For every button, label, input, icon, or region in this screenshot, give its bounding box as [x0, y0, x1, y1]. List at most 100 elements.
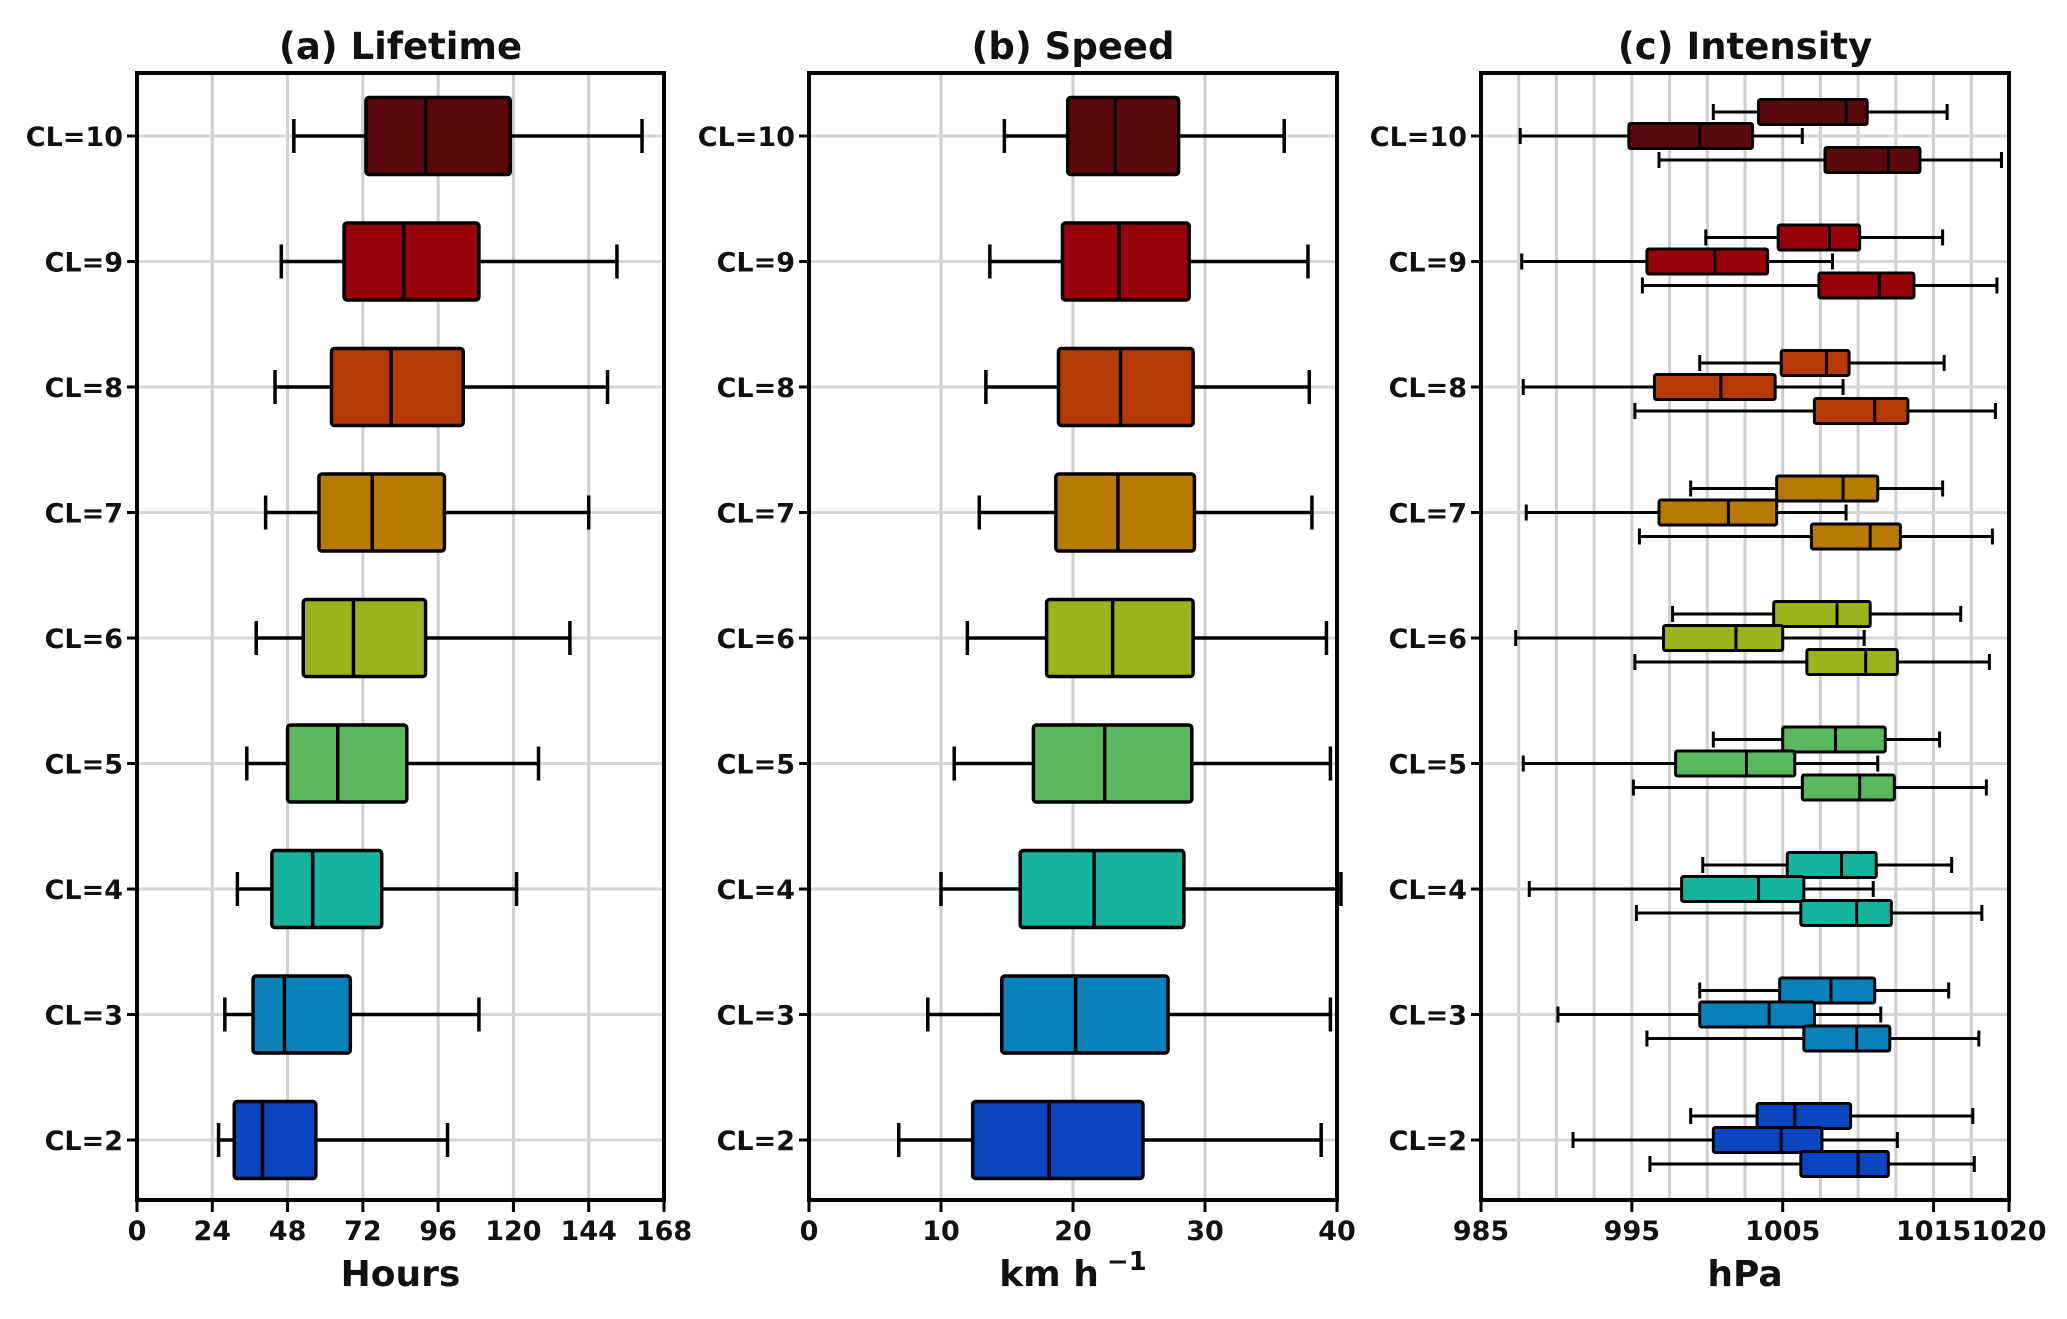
p0-iqr-2-s0 [329, 346, 465, 428]
p2-category-label-6: CL=4 [1389, 875, 1467, 906]
p2-box-0-s2 [1657, 146, 2003, 174]
p0-xtick-label-3: 72 [344, 1216, 382, 1247]
panel-speed: 0 10 20 30 40 CL=10 CL=9 CL=8 CL=7 CL=6 CL=5 CL=4 CL… [698, 25, 1356, 1295]
p1-xtick-label-4: 40 [1318, 1216, 1356, 1247]
p2-box-5-s2 [1631, 773, 1988, 802]
p0-iqr-4-s0 [301, 597, 428, 679]
p0-box-1-s0 [279, 221, 619, 302]
p2-iqr-3-s1 [1657, 498, 1779, 527]
p2-category-label-2: CL=8 [1389, 373, 1467, 404]
p0-xtick-label-1: 24 [193, 1216, 231, 1247]
p2-iqr-7-s0 [1778, 976, 1877, 1005]
p0-box-3-s0 [263, 472, 591, 553]
p1-iqr-0-s0 [1065, 95, 1181, 177]
p2-box-6-s1 [1527, 875, 1875, 903]
p2-iqr-6-s2 [1799, 899, 1893, 927]
p0-xtick-label-2: 48 [269, 1216, 307, 1247]
p0-xtick-label-6: 144 [561, 1216, 617, 1247]
p2-iqr-0-s1 [1627, 122, 1755, 150]
p1-xtick-label-3: 30 [1186, 1216, 1224, 1247]
p0-box-5-s0 [245, 723, 541, 804]
p1-iqr-7-s0 [999, 974, 1170, 1055]
p0-category-label-2: CL=8 [45, 373, 123, 404]
p2-category-label-1: CL=9 [1389, 248, 1467, 279]
p2-category-label-5: CL=5 [1389, 750, 1467, 781]
p2-iqr-3-s2 [1809, 522, 1902, 551]
p1-category-label-2: CL=8 [717, 373, 795, 404]
p0-box-0-s0 [292, 95, 644, 177]
p2-category-label-8: CL=2 [1389, 1126, 1467, 1157]
p1-category-label-7: CL=3 [717, 1001, 795, 1032]
p2-xtick-label-3: 1015 [1896, 1216, 1971, 1247]
p2-iqr-2-s0 [1779, 349, 1851, 377]
p2-xtick-label-2: 1005 [1745, 1216, 1820, 1247]
p0-box-7-s0 [223, 974, 481, 1055]
p1-iqr-6-s0 [1018, 848, 1186, 930]
p0-title: (a) Lifetime [279, 25, 522, 68]
p1-category-label-5: CL=5 [717, 750, 795, 781]
p0-xlabel: Hours [341, 1254, 461, 1295]
p0-category-label-0: CL=10 [26, 122, 123, 153]
p1-category-label-0: CL=10 [698, 122, 795, 153]
p2-title: (c) Intensity [1618, 25, 1872, 68]
p1-xlabel: km h −1 [999, 1247, 1147, 1295]
p2-box-2-s1 [1521, 373, 1845, 401]
p2-iqr-8-s2 [1799, 1150, 1890, 1178]
p2-iqr-5-s2 [1800, 773, 1896, 802]
p2-iqr-7-s2 [1802, 1024, 1892, 1053]
p0-xtick-label-4: 96 [419, 1216, 457, 1247]
p1-category-label-3: CL=7 [717, 499, 795, 530]
panel-lifetime: 0 24 48 72 96 120 144 168 CL=10 CL=9 CL=8 CL=7 CL=6 C… [26, 25, 692, 1295]
p2-iqr-1-s0 [1776, 223, 1862, 252]
p1-box-4-s0 [965, 597, 1329, 679]
p0-iqr-7-s0 [251, 974, 353, 1055]
p2-iqr-8-s1 [1711, 1126, 1824, 1154]
p0-iqr-5-s0 [285, 723, 409, 804]
p2-box-0-s0 [1711, 98, 1949, 126]
p1-box-8-s0 [897, 1099, 1323, 1181]
p2-box-1-s0 [1704, 223, 1945, 252]
p2-iqr-6-s1 [1680, 875, 1806, 903]
p0-xtick-label-5: 120 [485, 1216, 541, 1247]
p1-iqr-4-s0 [1044, 597, 1195, 679]
p0-category-label-4: CL=6 [45, 624, 123, 655]
p2-xlabel: hPa [1707, 1254, 1782, 1295]
p0-iqr-3-s0 [317, 472, 447, 553]
p1-category-label-1: CL=9 [717, 248, 795, 279]
p2-box-5-s1 [1521, 749, 1880, 778]
p1-xtick-label-1: 10 [922, 1216, 960, 1247]
p2-iqr-7-s1 [1698, 1000, 1816, 1029]
p2-box-8-s0 [1689, 1102, 1975, 1130]
p1-xtick-label-0: 0 [800, 1216, 819, 1247]
p1-iqr-5-s0 [1031, 723, 1194, 804]
p2-category-label-7: CL=3 [1389, 1001, 1467, 1032]
p2-xtick-label-0: 985 [1453, 1216, 1509, 1247]
p2-category-label-3: CL=7 [1389, 499, 1467, 530]
p2-box-4-s2 [1633, 648, 1991, 676]
p0-category-label-8: CL=2 [45, 1126, 123, 1157]
p2-iqr-0-s0 [1757, 98, 1869, 126]
p1-category-label-6: CL=4 [717, 875, 795, 906]
p2-box-4-s1 [1514, 624, 1866, 652]
panel-intensity: 985 995 1005 1015 1020 CL=10 CL=9 CL=8 CL=7 CL=6 C… [1370, 25, 2047, 1295]
p1-box-2-s0 [984, 346, 1312, 428]
p0-category-label-7: CL=3 [45, 1001, 123, 1032]
p0-category-label-3: CL=7 [45, 499, 123, 530]
p2-iqr-2-s2 [1812, 397, 1910, 425]
p2-box-8-s1 [1571, 1126, 1899, 1154]
p2-box-3-s1 [1524, 498, 1848, 527]
p1-box-5-s0 [952, 723, 1333, 804]
p1-box-7-s0 [926, 974, 1333, 1055]
p2-xtick-label-4: 1020 [1971, 1216, 2046, 1247]
p2-iqr-1-s2 [1817, 271, 1916, 300]
p2-iqr-3-s0 [1775, 474, 1880, 503]
p1-iqr-1-s0 [1060, 221, 1191, 302]
p2-box-6-s0 [1701, 851, 1954, 879]
p2-iqr-0-s2 [1823, 146, 1922, 174]
p2-iqr-6-s0 [1785, 851, 1878, 879]
p2-category-label-4: CL=6 [1389, 624, 1467, 655]
p0-box-2-s0 [273, 346, 610, 428]
p2-box-7-s2 [1645, 1024, 1981, 1053]
p2-box-1-s1 [1520, 247, 1834, 276]
